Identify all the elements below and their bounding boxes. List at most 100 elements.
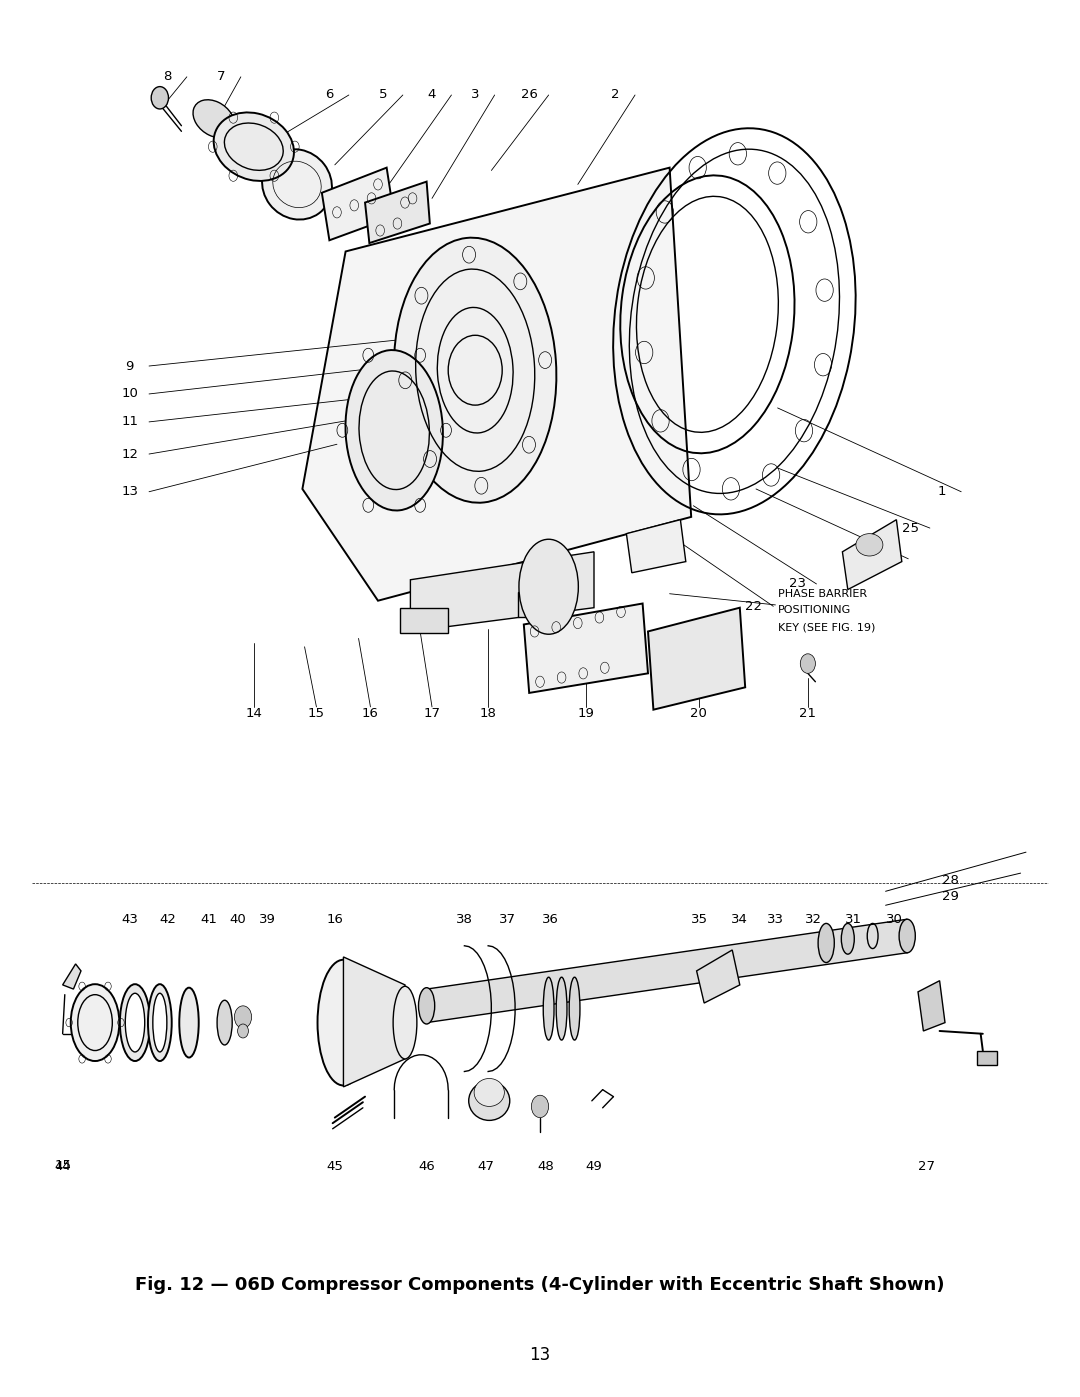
Text: 3: 3: [471, 88, 480, 102]
Text: 31: 31: [845, 912, 862, 926]
Text: 15: 15: [308, 707, 325, 721]
Ellipse shape: [393, 986, 417, 1059]
Text: 17: 17: [423, 707, 441, 721]
Text: 5: 5: [379, 88, 388, 102]
Polygon shape: [842, 520, 902, 590]
Text: 47: 47: [477, 1160, 495, 1173]
Ellipse shape: [318, 960, 369, 1085]
Text: 38: 38: [456, 912, 473, 926]
Text: 35: 35: [691, 912, 708, 926]
Text: 2: 2: [611, 88, 620, 102]
Text: PHASE BARRIER: PHASE BARRIER: [778, 588, 867, 599]
Polygon shape: [626, 520, 686, 573]
Text: KEY (SEE FIG. 19): KEY (SEE FIG. 19): [778, 622, 875, 633]
Text: Fig. 12 — 06D Compressor Components (4-Cylinder with Eccentric Shaft Shown): Fig. 12 — 06D Compressor Components (4-C…: [135, 1277, 945, 1294]
Ellipse shape: [819, 923, 835, 963]
Ellipse shape: [556, 978, 567, 1039]
Polygon shape: [918, 981, 945, 1031]
Text: 13: 13: [121, 485, 138, 499]
Text: 21: 21: [799, 707, 816, 721]
Ellipse shape: [856, 534, 883, 556]
Ellipse shape: [262, 149, 332, 219]
Text: 26: 26: [521, 88, 538, 102]
Ellipse shape: [120, 983, 150, 1062]
Bar: [977, 1051, 997, 1065]
Text: 25: 25: [902, 521, 919, 535]
Polygon shape: [427, 919, 907, 1023]
Text: 42: 42: [159, 912, 176, 926]
Text: 46: 46: [418, 1160, 435, 1173]
Text: 40: 40: [229, 912, 246, 926]
Text: 49: 49: [585, 1160, 603, 1173]
Text: 8: 8: [163, 70, 172, 84]
Text: 16: 16: [362, 707, 379, 721]
Ellipse shape: [179, 988, 199, 1058]
Ellipse shape: [125, 993, 145, 1052]
Text: 34: 34: [731, 912, 748, 926]
Text: 37: 37: [499, 912, 516, 926]
Text: 36: 36: [542, 912, 559, 926]
Text: 48: 48: [537, 1160, 554, 1173]
Ellipse shape: [419, 988, 435, 1024]
Bar: [400, 608, 448, 633]
Text: 44: 44: [54, 1160, 71, 1173]
Ellipse shape: [474, 1078, 504, 1106]
Polygon shape: [63, 964, 81, 989]
Polygon shape: [322, 168, 394, 240]
Text: 41: 41: [200, 912, 217, 926]
Polygon shape: [343, 957, 405, 1087]
Text: 13: 13: [529, 1347, 551, 1363]
Text: 10: 10: [121, 387, 138, 401]
Text: 4: 4: [428, 88, 436, 102]
Circle shape: [238, 1024, 248, 1038]
Text: 23: 23: [788, 577, 806, 591]
Ellipse shape: [148, 983, 172, 1062]
Circle shape: [234, 1006, 252, 1028]
Polygon shape: [410, 552, 594, 631]
Text: 20: 20: [690, 707, 707, 721]
Polygon shape: [365, 182, 430, 243]
Text: 15: 15: [54, 1158, 71, 1172]
Text: 11: 11: [121, 415, 138, 429]
Text: 14: 14: [245, 707, 262, 721]
Text: 22: 22: [745, 599, 762, 613]
Text: 6: 6: [325, 88, 334, 102]
Text: 30: 30: [886, 912, 903, 926]
Ellipse shape: [569, 978, 580, 1039]
Text: 7: 7: [217, 70, 226, 84]
Ellipse shape: [899, 919, 916, 953]
Ellipse shape: [217, 1000, 232, 1045]
Text: 24: 24: [880, 552, 897, 566]
Polygon shape: [302, 168, 691, 601]
Ellipse shape: [214, 112, 294, 182]
Text: 45: 45: [326, 1160, 343, 1173]
Text: 9: 9: [125, 359, 134, 373]
Ellipse shape: [193, 99, 234, 138]
Text: 27: 27: [918, 1160, 935, 1173]
Circle shape: [800, 654, 815, 673]
Ellipse shape: [153, 993, 167, 1052]
Polygon shape: [648, 608, 745, 710]
Text: 29: 29: [942, 890, 959, 904]
Text: 19: 19: [578, 707, 595, 721]
Text: POSITIONING: POSITIONING: [778, 605, 851, 616]
Ellipse shape: [518, 539, 579, 634]
Text: 16: 16: [326, 912, 343, 926]
Ellipse shape: [543, 978, 554, 1039]
Polygon shape: [697, 950, 740, 1003]
Ellipse shape: [394, 237, 556, 503]
Text: 33: 33: [767, 912, 784, 926]
Text: 43: 43: [121, 912, 138, 926]
Text: 12: 12: [121, 447, 138, 461]
Text: 39: 39: [259, 912, 276, 926]
Circle shape: [531, 1095, 549, 1118]
Text: 18: 18: [480, 707, 497, 721]
Text: 1: 1: [937, 485, 946, 499]
Text: 28: 28: [942, 873, 959, 887]
Ellipse shape: [71, 983, 119, 1062]
Ellipse shape: [346, 351, 443, 510]
Polygon shape: [524, 604, 648, 693]
Ellipse shape: [841, 923, 854, 954]
Bar: [518, 592, 567, 617]
Ellipse shape: [469, 1081, 510, 1120]
